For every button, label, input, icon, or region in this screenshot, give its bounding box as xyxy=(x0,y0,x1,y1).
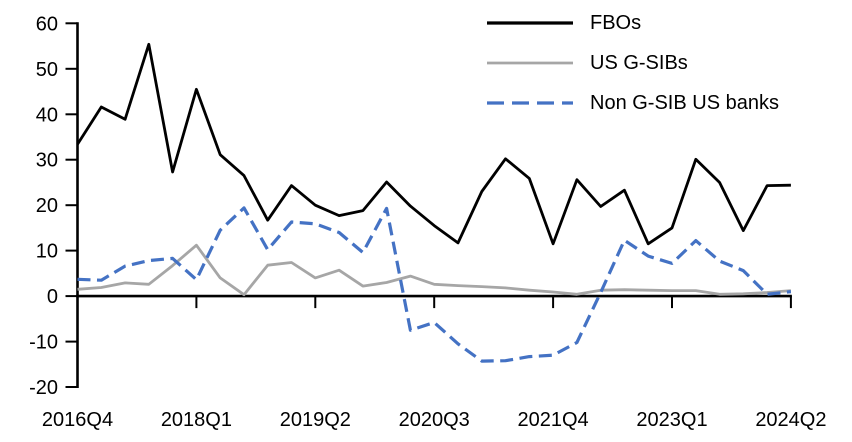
y-tick-label: 60 xyxy=(36,13,58,35)
legend: FBOs US G-SIBs Non G-SIB US banks xyxy=(487,3,779,123)
y-tick-label: 20 xyxy=(36,195,58,217)
legend-label-fbos: FBOs xyxy=(590,12,642,34)
y-tick-label: 50 xyxy=(36,59,58,81)
x-tick-label: 2016Q4 xyxy=(42,409,113,431)
legend-label-us-gsibs: US G-SIBs xyxy=(590,52,688,74)
x-tick-label: 2018Q1 xyxy=(161,409,232,431)
x-tick-label: 2019Q2 xyxy=(280,409,351,431)
non-gsib-line-sample xyxy=(487,101,573,105)
y-tick-label: 30 xyxy=(36,150,58,172)
x-tick-label: 2024Q2 xyxy=(755,409,826,431)
legend-label-non-gsib: Non G-SIB US banks xyxy=(590,92,779,114)
legend-item-fbos: FBOs xyxy=(487,3,779,43)
y-tick-label: -10 xyxy=(29,332,58,354)
series-line-fbos xyxy=(76,42,791,246)
y-tick-label: 0 xyxy=(47,286,58,308)
legend-item-us-gsibs: US G-SIBs xyxy=(487,43,779,83)
x-tick-label: 2020Q3 xyxy=(399,409,470,431)
y-tick-label: 40 xyxy=(36,104,58,126)
us-gsibs-line-sample xyxy=(487,61,573,65)
y-tick-label: -20 xyxy=(29,377,58,399)
series-line-non-g-sib-us-banks xyxy=(77,206,792,363)
series-line-us-g-sibs xyxy=(77,243,792,297)
fbos-line-sample xyxy=(487,21,573,25)
x-tick-label: 2023Q1 xyxy=(636,409,707,431)
legend-item-non-gsib: Non G-SIB US banks xyxy=(487,83,779,123)
y-tick-label: 10 xyxy=(36,241,58,263)
x-tick-label: 2021Q4 xyxy=(518,409,589,431)
